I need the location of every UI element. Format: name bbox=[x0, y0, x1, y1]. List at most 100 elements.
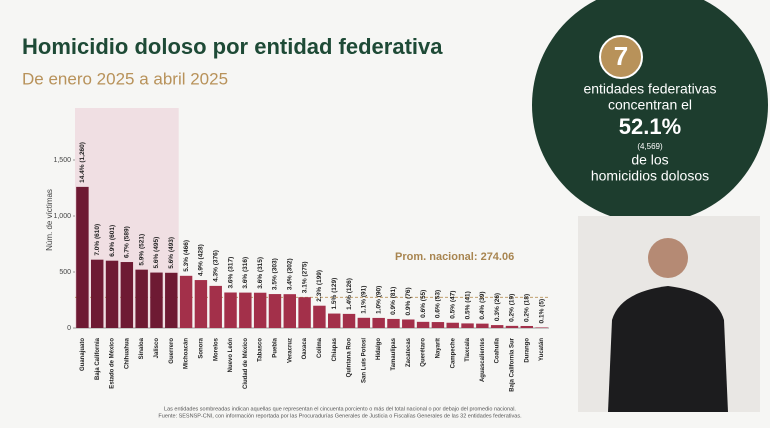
value-label: 3.4% (302) bbox=[287, 258, 294, 290]
value-label: 1.4% (126) bbox=[346, 278, 353, 310]
chart-subtitle: De enero 2025 a abril 2025 bbox=[22, 69, 228, 88]
callout-text: entidades federativas bbox=[583, 81, 716, 97]
value-label: 0.5% (47) bbox=[449, 291, 456, 319]
value-label: 3.6% (317) bbox=[227, 257, 234, 289]
bar bbox=[239, 292, 252, 328]
bar bbox=[224, 292, 237, 328]
x-tick-label: Nayarit bbox=[435, 338, 441, 358]
callout-text: homicidios dolosos bbox=[591, 168, 709, 184]
bar bbox=[505, 325, 519, 328]
bar bbox=[490, 325, 504, 328]
x-tick-label: Nuevo León bbox=[228, 338, 234, 373]
x-tick-label: Guanajuato bbox=[80, 338, 86, 371]
x-tick-label: Michoacán bbox=[184, 338, 190, 369]
value-label: 0.4% (39) bbox=[479, 291, 486, 319]
value-label: 1.5% (129) bbox=[331, 278, 338, 310]
x-tick-label: Oaxaca bbox=[302, 337, 308, 359]
footnote: Las entidades sombreadas indican aquella… bbox=[164, 406, 516, 412]
value-label: 5.9% (521) bbox=[138, 234, 145, 266]
footnote: Fuente: SESNSP-CNI, con información repo… bbox=[158, 413, 522, 419]
bar bbox=[150, 272, 163, 328]
bar bbox=[209, 285, 222, 328]
x-tick-label: Chiapas bbox=[332, 337, 338, 361]
bar bbox=[461, 323, 474, 328]
bar bbox=[283, 294, 297, 328]
x-tick-label: Chihuahua bbox=[124, 337, 130, 369]
x-tick-label: Quintana Roo bbox=[347, 338, 353, 378]
value-label: 3.1% (275) bbox=[301, 261, 308, 293]
callout-circle bbox=[532, 0, 768, 223]
value-label: 3.6% (316) bbox=[242, 257, 249, 289]
x-tick-label: Baja California Sur bbox=[510, 337, 516, 391]
bar bbox=[179, 275, 193, 328]
value-label: 0.1% (5) bbox=[538, 299, 545, 324]
bar bbox=[446, 322, 459, 328]
value-label: 1.0% (90) bbox=[375, 286, 382, 314]
y-tick-label: 1,000 bbox=[53, 213, 71, 220]
x-tick-label: Ciudad de México bbox=[243, 338, 249, 389]
chart-title: Homicidio doloso por entidad federativa bbox=[22, 34, 443, 59]
bar bbox=[520, 325, 534, 328]
x-tick-label: Coahuila bbox=[495, 337, 501, 363]
value-label: 3.6% (315) bbox=[257, 257, 264, 289]
value-label: 0.6% (53) bbox=[435, 290, 442, 318]
value-label: 0.2% (19) bbox=[509, 294, 516, 322]
x-tick-label: Colima bbox=[317, 337, 323, 358]
x-tick-label: Zacatecas bbox=[406, 337, 412, 367]
x-tick-label: Morelos bbox=[213, 337, 219, 361]
value-label: 1.1% (91) bbox=[361, 286, 368, 314]
x-tick-label: Durango bbox=[524, 338, 530, 363]
value-label: 0.9% (76) bbox=[405, 287, 412, 315]
value-label: 5.3% (466) bbox=[183, 240, 190, 272]
bar bbox=[165, 272, 178, 328]
bar bbox=[476, 323, 489, 328]
x-tick-label: Estado de México bbox=[110, 338, 116, 389]
x-tick-label: Tabasco bbox=[258, 338, 264, 362]
value-label: 0.5% (41) bbox=[464, 291, 471, 319]
x-tick-label: Veracruz bbox=[287, 338, 293, 363]
value-label: 14.4% (1,260) bbox=[79, 142, 86, 183]
callout-text: concentran el bbox=[608, 97, 692, 113]
bar bbox=[416, 321, 430, 328]
bar bbox=[194, 280, 208, 328]
value-label: 6.7% (589) bbox=[124, 226, 131, 258]
bar bbox=[372, 317, 385, 328]
callout-text: de los bbox=[631, 152, 668, 168]
callout-percent: 52.1% bbox=[619, 114, 681, 139]
bar bbox=[120, 262, 134, 328]
value-label: 0.6% (55) bbox=[420, 290, 427, 318]
bar bbox=[327, 313, 341, 328]
y-tick-label: 500 bbox=[59, 269, 71, 276]
x-tick-label: Jalisco bbox=[154, 338, 160, 359]
bar bbox=[105, 260, 119, 328]
x-tick-label: Campeche bbox=[450, 337, 456, 368]
x-tick-label: Yucatán bbox=[539, 338, 545, 361]
value-label: 5.6% (495) bbox=[153, 237, 160, 269]
value-label: 5.6% (493) bbox=[168, 237, 175, 269]
x-tick-label: Sinaloa bbox=[139, 337, 145, 359]
bar bbox=[313, 305, 326, 328]
callout-count: (4,569) bbox=[637, 142, 663, 151]
bar bbox=[135, 269, 148, 328]
x-tick-label: Guerrero bbox=[169, 338, 175, 364]
x-tick-label: Puebla bbox=[273, 337, 279, 357]
bar bbox=[90, 259, 104, 328]
value-label: 2.3% (199) bbox=[316, 270, 323, 302]
bar bbox=[357, 317, 371, 328]
bar bbox=[387, 318, 400, 328]
bar bbox=[76, 186, 89, 328]
bar bbox=[535, 327, 548, 328]
y-tick-label: 0 bbox=[67, 325, 71, 332]
value-label: 0.9% (81) bbox=[390, 287, 397, 315]
bar bbox=[298, 297, 311, 328]
y-tick-label: 1,500 bbox=[53, 157, 71, 164]
bar bbox=[431, 322, 445, 328]
bar bbox=[268, 294, 282, 328]
value-label: 0.2% (18) bbox=[524, 294, 531, 322]
x-tick-label: Hidalgo bbox=[376, 338, 382, 360]
callout-badge bbox=[599, 35, 643, 79]
x-tick-label: Baja California bbox=[95, 337, 101, 380]
value-label: 3.5% (303) bbox=[272, 258, 279, 290]
value-label: 0.3% (26) bbox=[494, 293, 501, 321]
